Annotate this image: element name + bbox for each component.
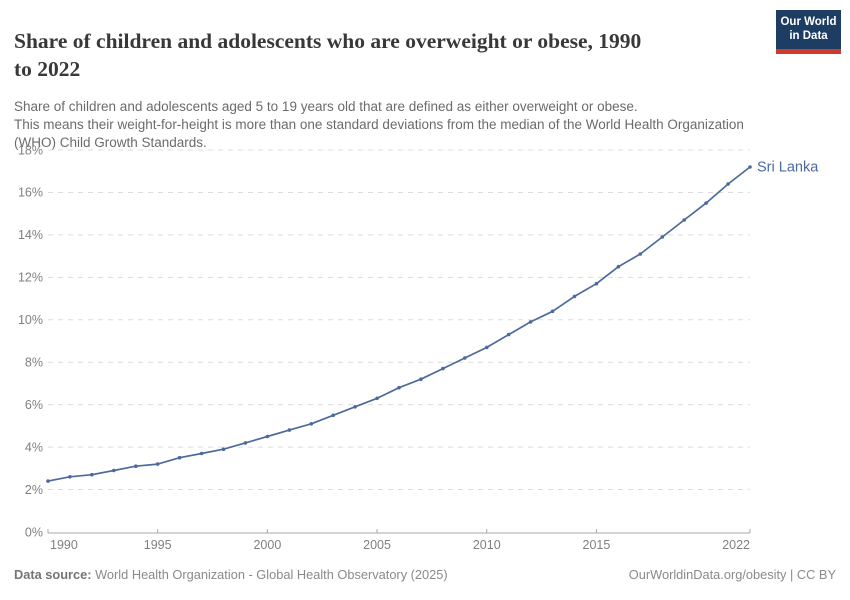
data-point[interactable]	[550, 309, 555, 314]
data-point[interactable]	[726, 182, 730, 186]
subtitle-line3: (WHO) Child Growth Standards.	[14, 134, 207, 150]
data-point[interactable]	[506, 332, 511, 337]
y-tick-label: 4%	[25, 440, 43, 454]
data-point[interactable]	[243, 441, 248, 445]
owid-logo-line2: in Data	[789, 29, 828, 42]
chart-footer: Data source: World Health Organization -…	[14, 567, 836, 582]
data-point[interactable]	[353, 405, 357, 409]
data-point[interactable]	[463, 356, 467, 360]
x-tick-label: 2005	[363, 538, 391, 552]
x-tick-label: 2022	[722, 538, 750, 552]
data-point[interactable]	[682, 218, 686, 222]
data-point[interactable]	[112, 468, 116, 473]
owid-logo[interactable]: Our World in Data	[776, 10, 841, 54]
x-tick-label: 2010	[473, 538, 501, 552]
data-point[interactable]	[375, 396, 379, 401]
data-point[interactable]	[748, 165, 752, 169]
data-point[interactable]	[309, 422, 314, 426]
data-source: Data source: World Health Organization -…	[14, 567, 448, 582]
y-tick-label: 16%	[18, 186, 43, 200]
data-point[interactable]	[616, 264, 621, 269]
data-point[interactable]	[485, 345, 489, 350]
subtitle-line1: Share of children and adolescents aged 5…	[14, 98, 638, 114]
y-tick-label: 10%	[18, 313, 43, 327]
data-point[interactable]	[155, 462, 160, 466]
x-tick-label: 1990	[50, 538, 78, 552]
y-tick-label: 12%	[18, 271, 43, 285]
data-point[interactable]	[594, 281, 599, 286]
chart-title: Share of children and adolescents who ar…	[14, 28, 764, 84]
data-point[interactable]	[265, 434, 270, 439]
y-tick-label: 0%	[25, 525, 43, 539]
y-tick-label: 18%	[18, 143, 43, 157]
y-tick-label: 8%	[25, 356, 43, 370]
data-point[interactable]	[572, 294, 577, 299]
x-tick-label: 2000	[253, 538, 281, 552]
subtitle-line2: This means their weight-for-height is mo…	[14, 116, 744, 132]
data-source-text: World Health Organization - Global Healt…	[91, 567, 448, 582]
credit-link[interactable]: OurWorldinData.org/obesity | CC BY	[628, 567, 836, 582]
data-point[interactable]	[287, 428, 292, 432]
data-point[interactable]	[419, 377, 423, 381]
data-point[interactable]	[199, 451, 204, 456]
y-tick-label: 6%	[25, 398, 43, 412]
data-point[interactable]	[46, 479, 50, 483]
y-tick-label: 2%	[25, 483, 43, 497]
data-point[interactable]	[90, 472, 94, 477]
chart-title-line1: Share of children and adolescents who ar…	[14, 29, 642, 54]
chart-subtitle: Share of children and adolescents aged 5…	[14, 98, 842, 152]
owid-logo-line1: Our World	[780, 16, 837, 28]
data-source-label: Data source:	[14, 567, 92, 582]
x-tick-label: 1995	[144, 538, 172, 552]
data-point[interactable]	[638, 252, 643, 256]
data-point[interactable]	[134, 464, 138, 469]
data-point[interactable]	[528, 320, 533, 324]
data-point[interactable]	[660, 235, 665, 239]
data-point[interactable]	[441, 366, 445, 371]
chart-title-line2: to 2022	[14, 57, 81, 82]
data-point[interactable]	[397, 385, 401, 390]
y-tick-label: 14%	[18, 228, 43, 242]
data-point[interactable]	[704, 201, 708, 205]
data-point[interactable]	[331, 413, 336, 418]
line-chart-canvas[interactable]: 0% 2% 4% 6% 8% 10% 12% 14% 16% 18% 1990 1995 2000 200…	[0, 140, 850, 560]
data-point[interactable]	[221, 447, 226, 452]
data-point[interactable]	[68, 475, 72, 479]
x-tick-label: 2015	[583, 538, 611, 552]
data-point[interactable]	[177, 455, 182, 460]
series-label-sri-lanka[interactable]: Sri Lanka	[757, 159, 819, 175]
data-line[interactable]	[47, 166, 751, 482]
